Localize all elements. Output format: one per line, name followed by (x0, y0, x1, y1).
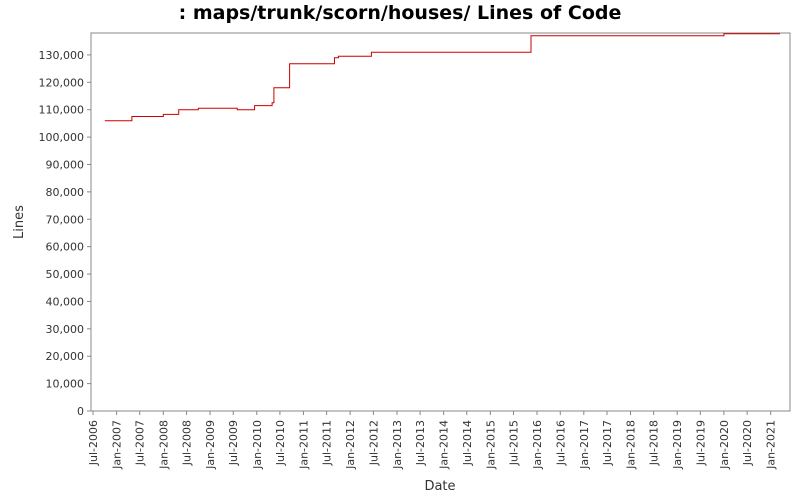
y-tick-label: 70,000 (46, 213, 85, 226)
x-tick-label: Jan-2014 (438, 420, 451, 470)
x-tick-label: Jul-2018 (648, 420, 661, 466)
x-tick-label: Jan-2018 (625, 420, 638, 470)
x-tick-label: Jan-2010 (251, 420, 264, 470)
x-tick-label: Jan-2013 (391, 420, 404, 470)
x-tick-label: Jul-2017 (601, 420, 614, 466)
x-tick-label: Jul-2019 (694, 420, 707, 466)
y-tick-label: 120,000 (39, 76, 85, 89)
x-tick-label: Jul-2012 (367, 420, 380, 466)
chart-title: : maps/trunk/scorn/houses/ Lines of Code (178, 2, 622, 24)
x-tick-label: Jul-2014 (461, 420, 474, 466)
y-tick-label: 130,000 (39, 49, 85, 62)
series-layer (104, 33, 780, 122)
x-tick-label: Jul-2020 (741, 420, 754, 466)
x-axis-label: Date (424, 479, 455, 494)
x-tick-label: Jan-2017 (578, 420, 591, 470)
y-tick-label: 80,000 (46, 186, 85, 199)
x-tick-label: Jul-2016 (554, 420, 567, 466)
x-tick-label: Jan-2007 (111, 420, 124, 470)
x-tick-label: Jul-2006 (87, 420, 100, 466)
y-tick-label: 60,000 (46, 241, 85, 254)
x-tick-label: Jan-2021 (765, 420, 778, 470)
x-tick-label: Jan-2015 (484, 420, 497, 470)
y-tick-label: 40,000 (46, 295, 85, 308)
x-tick-label: Jul-2010 (274, 420, 287, 466)
x-tick-label: Jan-2020 (718, 420, 731, 470)
y-tick-label: 30,000 (46, 323, 85, 336)
x-axis: Jul-2006 Jan-2007 Jul-2007 Jan-2008 Jul-2008… (87, 411, 778, 470)
x-tick-label: Jul-2007 (134, 420, 147, 466)
x-tick-label: Jul-2011 (321, 420, 334, 466)
y-tick-label: 90,000 (46, 158, 85, 171)
plot-area (90, 32, 791, 412)
y-axis: 0 10,000 20,000 30,000 40,000 50,000 60,000 70,… (39, 49, 91, 418)
x-tick-label: Jul-2013 (414, 420, 427, 466)
y-tick-label: 50,000 (46, 268, 85, 281)
x-tick-label: Jan-2009 (204, 420, 217, 470)
x-tick-label: Jan-2011 (297, 420, 310, 470)
x-tick-label: Jan-2019 (671, 420, 684, 470)
x-tick-label: Jan-2008 (157, 420, 170, 470)
y-axis-label: Lines (12, 205, 27, 239)
y-tick-label: 0 (77, 405, 84, 418)
series-line (104, 33, 780, 122)
y-tick-label: 10,000 (46, 378, 85, 391)
x-tick-label: Jan-2016 (531, 420, 544, 470)
y-tick-label: 110,000 (39, 104, 85, 117)
x-tick-label: Jan-2012 (344, 420, 357, 470)
y-tick-label: 20,000 (46, 350, 85, 363)
x-tick-label: Jul-2015 (507, 420, 520, 466)
y-tick-label: 100,000 (39, 131, 85, 144)
x-tick-label: Jul-2009 (227, 420, 240, 466)
x-tick-label: Jul-2008 (181, 420, 194, 466)
